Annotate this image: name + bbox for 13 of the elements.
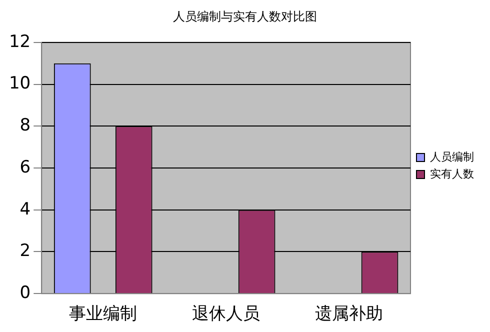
x-tick-label: 事业编制 <box>69 304 138 324</box>
chart-title: 人员编制与实有人数对比图 <box>173 9 317 24</box>
y-tick-label: 10 <box>8 74 31 94</box>
y-tick-label: 6 <box>20 157 31 178</box>
y-tick-label: 2 <box>20 241 31 262</box>
x-tick-label: 退休人员 <box>192 304 260 324</box>
y-tick-label: 4 <box>20 199 31 220</box>
y-tick-label: 12 <box>8 32 31 52</box>
legend-label: 实有人数 <box>430 167 474 180</box>
y-tick-label: 0 <box>20 283 31 304</box>
y-tick-label: 8 <box>20 116 31 136</box>
x-tick-label: 遗属补助 <box>315 304 384 324</box>
legend-label: 人员编制 <box>430 150 474 164</box>
